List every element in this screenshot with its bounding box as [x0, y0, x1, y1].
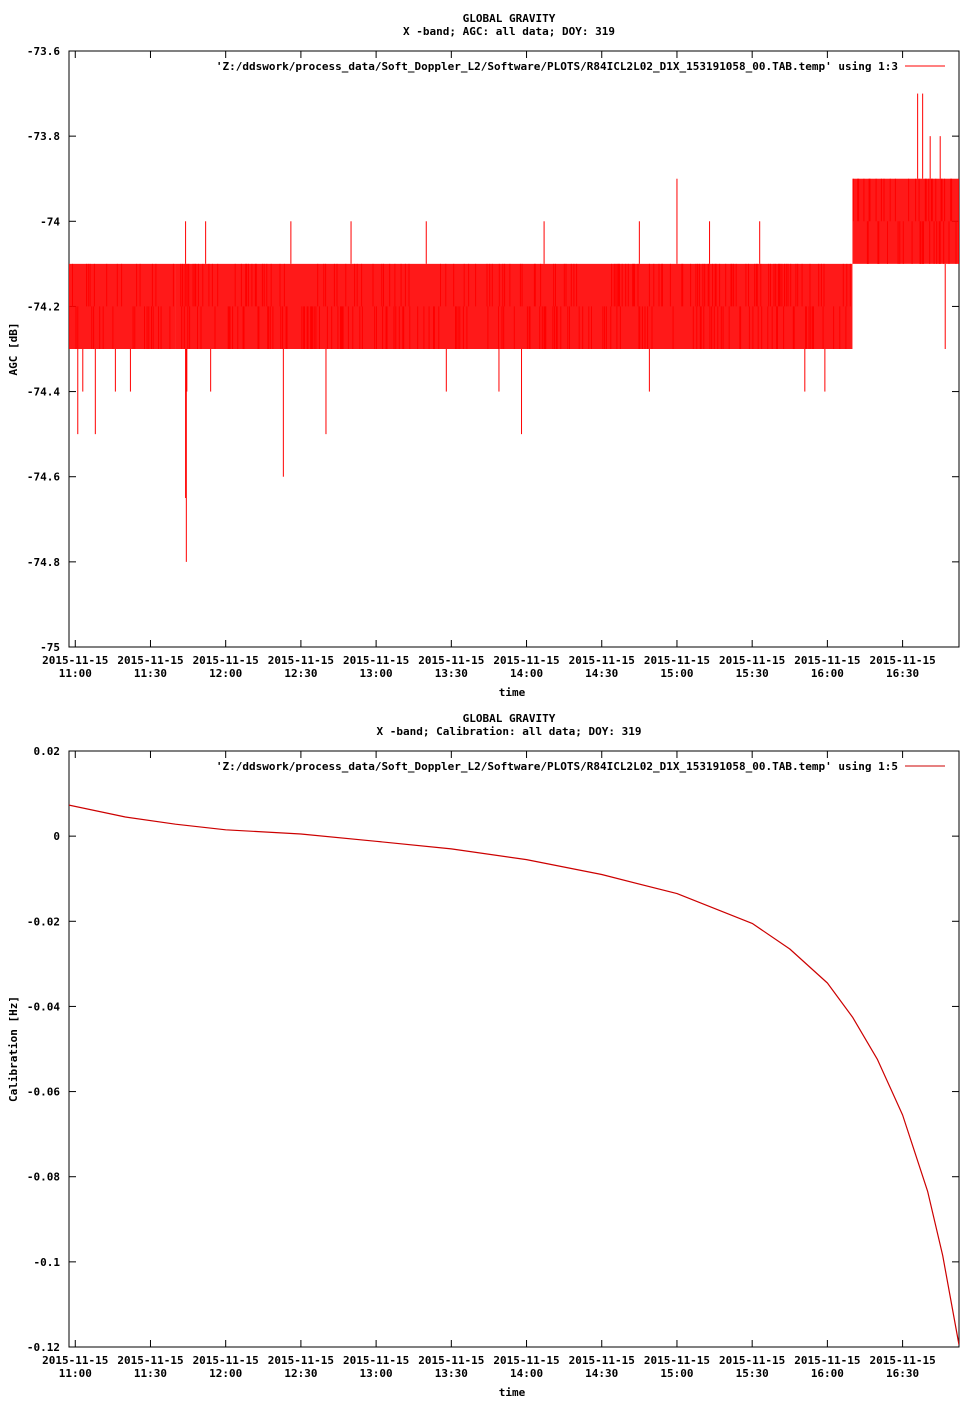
x-tick-label-date: 2015-11-15 — [117, 654, 183, 667]
y-tick-label: -0.08 — [27, 1171, 60, 1184]
x-tick-label-date: 2015-11-15 — [869, 1354, 935, 1367]
chart-subtitle: X -band; AGC: all data; DOY: 319 — [403, 25, 615, 38]
x-tick-label-time: 12:00 — [209, 1367, 242, 1380]
x-tick-label-date: 2015-11-15 — [418, 654, 484, 667]
x-tick-label-date: 2015-11-15 — [719, 654, 785, 667]
data-layer — [69, 804, 959, 1346]
x-tick-label-date: 2015-11-15 — [193, 1354, 259, 1367]
x-tick-label-time: 11:00 — [59, 1367, 92, 1380]
x-tick-label-time: 16:00 — [811, 667, 844, 680]
y-tick-label: -74.6 — [27, 471, 60, 484]
x-tick-label-time: 11:30 — [134, 667, 167, 680]
x-tick-label-time: 13:30 — [435, 667, 468, 680]
x-tick-label-time: 15:00 — [660, 1367, 693, 1380]
x-tick-label-date: 2015-11-15 — [268, 654, 334, 667]
y-tick-label: -73.8 — [27, 130, 60, 143]
x-tick-label-time: 11:00 — [59, 667, 92, 680]
y-tick-label: -0.12 — [27, 1341, 60, 1354]
x-tick-label-date: 2015-11-15 — [268, 1354, 334, 1367]
x-tick-label-date: 2015-11-15 — [794, 654, 860, 667]
x-tick-label-time: 13:00 — [360, 667, 393, 680]
y-tick-label: -73.6 — [27, 45, 60, 58]
x-tick-label-date: 2015-11-15 — [343, 654, 409, 667]
y-tick-label: -0.1 — [34, 1256, 61, 1269]
y-tick-label: -0.04 — [27, 1000, 60, 1013]
agc-noise-1 — [69, 263, 174, 349]
x-tick-label-date: 2015-11-15 — [493, 654, 559, 667]
x-tick-label-time: 15:30 — [736, 1367, 769, 1380]
calibration-line — [69, 804, 959, 1346]
x-tick-label-time: 12:30 — [284, 667, 317, 680]
x-axis-label: time — [499, 686, 526, 699]
chart-title: GLOBAL GRAVITY — [463, 712, 556, 725]
x-tick-label-date: 2015-11-15 — [569, 1354, 635, 1367]
x-tick-label-time: 16:30 — [886, 1367, 919, 1380]
x-tick-label-time: 15:00 — [660, 667, 693, 680]
y-tick-label: -74.4 — [27, 386, 60, 399]
x-tick-label-time: 14:30 — [585, 667, 618, 680]
agc-noise-3 — [852, 178, 959, 264]
x-tick-label-date: 2015-11-15 — [418, 1354, 484, 1367]
agc-band-1 — [69, 263, 176, 349]
x-tick-label-date: 2015-11-15 — [569, 654, 635, 667]
x-tick-label-time: 13:00 — [360, 1367, 393, 1380]
chart-title: GLOBAL GRAVITY — [463, 12, 556, 25]
x-tick-label-time: 16:30 — [886, 667, 919, 680]
y-tick-label: -0.06 — [27, 1086, 60, 1099]
data-layer — [69, 93, 959, 562]
x-tick-label-time: 14:00 — [510, 667, 543, 680]
y-tick-label: 0.02 — [34, 745, 61, 758]
x-tick-label-date: 2015-11-15 — [42, 1354, 108, 1367]
plot-frame — [68, 750, 960, 1348]
x-tick-label-time: 12:00 — [209, 667, 242, 680]
x-tick-label-date: 2015-11-15 — [193, 654, 259, 667]
x-tick-label-time: 12:30 — [284, 1367, 317, 1380]
x-tick-label-date: 2015-11-15 — [869, 654, 935, 667]
x-tick-label-date: 2015-11-15 — [644, 654, 710, 667]
y-tick-label: -0.02 — [27, 915, 60, 928]
legend-entry-label: 'Z:/ddswork/process_data/Soft_Doppler_L2… — [216, 760, 898, 773]
chart-subtitle: X -band; Calibration: all data; DOY: 319 — [377, 725, 642, 738]
x-tick-label-time: 14:00 — [510, 1367, 543, 1380]
x-axis-label: time — [499, 1386, 526, 1399]
x-tick-label-time: 14:30 — [585, 1367, 618, 1380]
legend-entry-label: 'Z:/ddswork/process_data/Soft_Doppler_L2… — [216, 60, 898, 73]
y-axis-label: AGC [dB] — [7, 323, 20, 376]
y-tick-label: -74 — [40, 215, 60, 228]
x-tick-label-time: 15:30 — [736, 667, 769, 680]
x-tick-label-date: 2015-11-15 — [343, 1354, 409, 1367]
y-tick-label: -75 — [40, 641, 60, 654]
x-tick-label-time: 11:30 — [134, 1367, 167, 1380]
y-axis-label: Calibration [Hz] — [7, 996, 20, 1102]
y-tick-label: -74.8 — [27, 556, 60, 569]
agc-noise-2 — [180, 263, 851, 349]
y-tick-label: 0 — [53, 830, 60, 843]
x-tick-label-date: 2015-11-15 — [493, 1354, 559, 1367]
y-tick-label: -74.2 — [27, 300, 60, 313]
x-tick-label-time: 13:30 — [435, 1367, 468, 1380]
x-tick-label-date: 2015-11-15 — [794, 1354, 860, 1367]
x-tick-label-date: 2015-11-15 — [117, 1354, 183, 1367]
x-tick-label-date: 2015-11-15 — [644, 1354, 710, 1367]
x-tick-label-time: 16:00 — [811, 1367, 844, 1380]
x-tick-label-date: 2015-11-15 — [719, 1354, 785, 1367]
x-tick-label-date: 2015-11-15 — [42, 654, 108, 667]
